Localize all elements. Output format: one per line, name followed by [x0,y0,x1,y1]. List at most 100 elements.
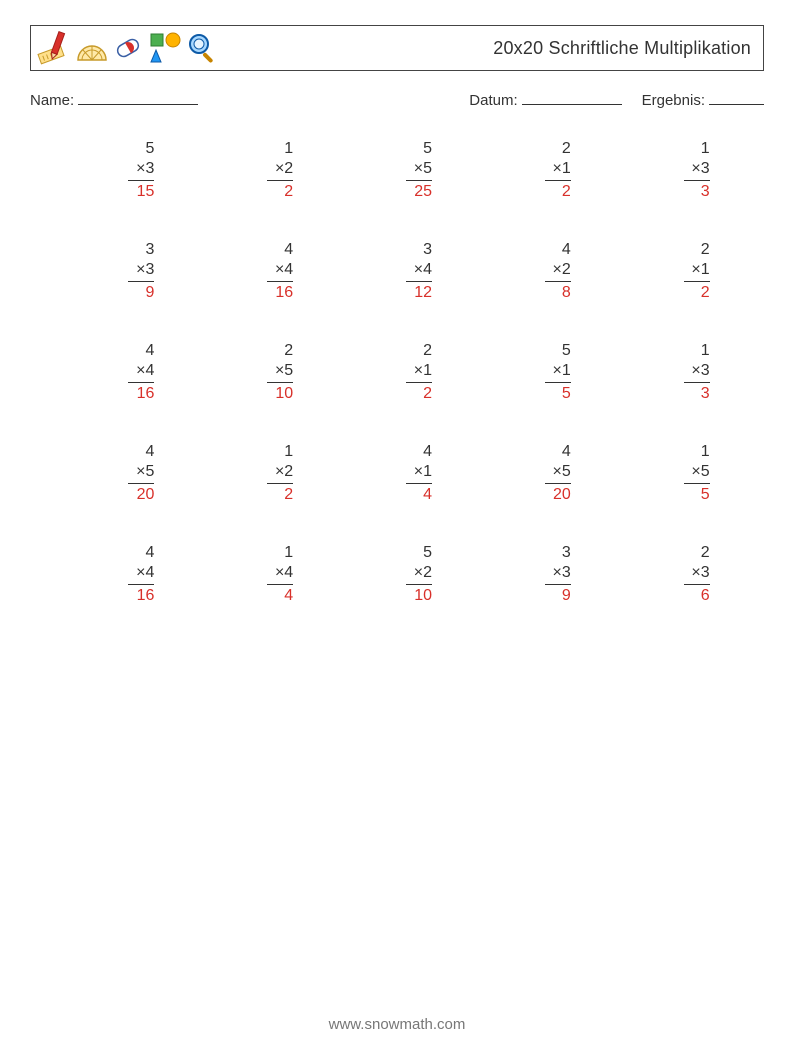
multiplicand: 1 [284,442,293,462]
answer: 4 [423,484,432,505]
name-label: Name: [30,92,74,109]
problem: 2×12 [501,139,571,202]
answer: 6 [701,585,710,606]
multiplicand: 4 [284,240,293,260]
multiplicand: 4 [562,442,571,462]
multiplicand: 1 [701,442,710,462]
multiplicand: 2 [562,139,571,159]
pill-icon [111,30,145,66]
multiplier: ×3 [684,563,710,585]
multiplier: ×4 [128,563,154,585]
answer: 25 [414,181,432,202]
answer: 20 [553,484,571,505]
multiplicand: 4 [562,240,571,260]
answer: 10 [275,383,293,404]
name-field: Name: [30,89,198,109]
info-row: Name: Datum: Ergebnis: [30,89,764,109]
multiplier: ×5 [545,462,571,484]
footer-url: www.snowmath.com [0,1016,794,1033]
multiplicand: 2 [423,341,432,361]
problem: 4×520 [501,442,571,505]
problem: 5×525 [362,139,432,202]
multiplicand: 5 [423,139,432,159]
problem: 4×416 [223,240,293,303]
answer: 8 [562,282,571,303]
problem: 4×416 [84,341,154,404]
multiplicand: 4 [145,442,154,462]
problem: 2×36 [640,543,710,606]
problem: 3×412 [362,240,432,303]
answer: 9 [562,585,571,606]
date-field: Datum: [469,89,621,109]
date-blank[interactable] [522,89,622,105]
multiplicand: 5 [145,139,154,159]
answer: 20 [137,484,155,505]
multiplier: ×1 [545,361,571,383]
multiplier: ×1 [406,462,432,484]
multiplicand: 4 [423,442,432,462]
problem: 1×33 [640,139,710,202]
problem: 1×44 [223,543,293,606]
multiplier: ×2 [406,563,432,585]
multiplicand: 1 [284,543,293,563]
problem: 4×28 [501,240,571,303]
result-label: Ergebnis: [642,92,705,109]
answer: 2 [284,484,293,505]
name-blank[interactable] [78,89,198,105]
answer: 2 [562,181,571,202]
multiplicand: 5 [562,341,571,361]
multiplicand: 2 [701,240,710,260]
problem: 4×14 [362,442,432,505]
problem: 2×12 [640,240,710,303]
shapes-icon [147,30,183,66]
multiplier: ×5 [684,462,710,484]
multiplier: ×4 [267,260,293,282]
problem: 1×33 [640,341,710,404]
result-blank[interactable] [709,89,764,105]
problem: 5×15 [501,341,571,404]
problem: 3×39 [501,543,571,606]
header-box: 20x20 Schriftliche Multiplikation [30,25,764,71]
problems-grid: 5×3151×225×5252×121×333×394×4163×4124×28… [30,139,764,606]
multiplier: ×4 [267,563,293,585]
multiplicand: 3 [562,543,571,563]
multiplier: ×1 [545,159,571,181]
problem: 4×520 [84,442,154,505]
multiplier: ×1 [406,361,432,383]
answer: 16 [137,585,155,606]
answer: 16 [275,282,293,303]
multiplier: ×4 [128,361,154,383]
multiplicand: 3 [423,240,432,260]
multiplier: ×3 [684,159,710,181]
problem: 5×210 [362,543,432,606]
problem: 5×315 [84,139,154,202]
protractor-icon [75,30,109,66]
multiplicand: 5 [423,543,432,563]
date-label: Datum: [469,92,517,109]
answer: 2 [423,383,432,404]
multiplicand: 4 [145,543,154,563]
multiplicand: 1 [701,341,710,361]
multiplicand: 2 [284,341,293,361]
multiplier: ×3 [684,361,710,383]
multiplier: ×3 [128,159,154,181]
multiplier: ×4 [406,260,432,282]
header-icons [35,30,219,66]
multiplier: ×5 [128,462,154,484]
multiplier: ×1 [684,260,710,282]
problem: 4×416 [84,543,154,606]
answer: 15 [137,181,155,202]
multiplier: ×3 [128,260,154,282]
ruler-pencil-icon [35,30,73,66]
answer: 4 [284,585,293,606]
multiplier: ×2 [545,260,571,282]
problem: 3×39 [84,240,154,303]
result-field: Ergebnis: [642,89,764,109]
multiplier: ×2 [267,462,293,484]
problem: 1×55 [640,442,710,505]
answer: 9 [145,282,154,303]
answer: 16 [137,383,155,404]
multiplier: ×5 [406,159,432,181]
answer: 12 [414,282,432,303]
multiplier: ×3 [545,563,571,585]
